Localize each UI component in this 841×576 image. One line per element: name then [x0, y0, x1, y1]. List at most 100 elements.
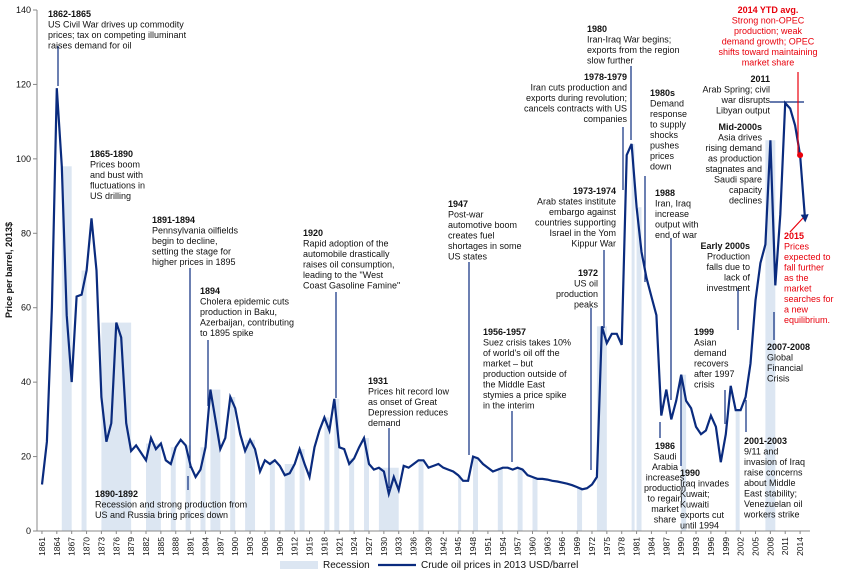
annotation-line: Recession and strong production from — [95, 500, 247, 510]
annotation-line: end of war — [655, 230, 697, 240]
annotation-line: demand — [368, 418, 401, 428]
annotation-title: 1980 — [587, 24, 607, 34]
x-tick-label: 1969 — [572, 537, 582, 556]
recession-band — [636, 207, 642, 531]
x-tick-label: 1933 — [394, 537, 404, 556]
recession-band — [170, 447, 176, 531]
recession-band — [81, 270, 87, 531]
annotation-line: US Civil War drives up commodity — [48, 20, 184, 30]
recession-band — [245, 439, 256, 531]
x-tick-label: 1921 — [334, 537, 344, 556]
annotation-line: Global — [767, 353, 793, 363]
annotation-title: 1980s — [650, 88, 675, 98]
annotation-line: production; weak — [734, 26, 803, 36]
x-tick-label: 1897 — [215, 537, 225, 556]
annotation-line: Iran, Iraq — [655, 199, 691, 209]
recession-band — [210, 389, 221, 531]
annotation-line: Coast Gasoline Famine" — [303, 281, 400, 291]
annotation-line: fluctuations in — [90, 181, 145, 191]
annotation-line: Production — [707, 252, 750, 262]
annotation-line: Iran cuts production and — [530, 83, 627, 93]
x-tick-label: 1984 — [646, 537, 656, 556]
recession-band — [596, 326, 607, 531]
annotation-line: increases — [646, 473, 685, 483]
annotation-line: rising demand — [705, 143, 762, 153]
annotation-title: 2001-2003 — [744, 436, 787, 446]
annotation-line: war disrupts — [720, 95, 770, 105]
annotation-line: share — [654, 515, 677, 525]
annotation-line: production outside of — [483, 369, 567, 379]
annotation-line: Venezuelan oil — [744, 499, 803, 509]
annotation-line: to regain — [647, 494, 682, 504]
annotation-line: production — [644, 483, 686, 493]
x-tick-label: 1924 — [349, 537, 359, 556]
annotation-line: expected to — [784, 252, 831, 262]
x-tick-label: 1957 — [513, 537, 523, 556]
annotation-title: Mid-2000s — [718, 122, 762, 132]
x-tick-label: 1912 — [290, 537, 300, 556]
recession-band — [299, 449, 305, 531]
x-tick-label: 1993 — [691, 537, 701, 556]
annotation-line: in the interim — [483, 401, 535, 411]
x-tick-label: 1915 — [305, 537, 315, 556]
x-tick-label: 1948 — [468, 537, 478, 556]
annotation-title: Early 2000s — [700, 241, 750, 251]
x-tick-label: 1927 — [364, 537, 374, 556]
recession-band — [418, 460, 424, 531]
recession-band — [681, 374, 687, 531]
annotation-line: automotive boom — [448, 220, 517, 230]
annotation-line: response — [650, 109, 687, 119]
annotation-line: until 1994 — [680, 521, 719, 531]
annotation-title: 2015 — [784, 231, 804, 241]
annotation-line: invasion of Iraq — [744, 457, 805, 467]
annotation-line: Cholera epidemic cuts — [200, 297, 290, 307]
annotation-title: 2007-2008 — [767, 342, 810, 352]
x-tick-label: 1936 — [409, 537, 419, 556]
legend-recession-swatch — [280, 561, 318, 569]
annotation-line: companies — [583, 114, 627, 124]
annotation-title: 1891-1894 — [152, 215, 195, 225]
recession-band — [473, 456, 479, 531]
annotation-line: Post-war — [448, 210, 484, 220]
x-tick-label: 1972 — [587, 537, 597, 556]
x-tick-label: 1975 — [602, 537, 612, 556]
annotation-title: 1972 — [578, 268, 598, 278]
x-tick-label: 1954 — [498, 537, 508, 556]
x-tick-label: 2005 — [750, 537, 760, 556]
recession-band — [577, 487, 583, 531]
annotation-line: down — [650, 162, 672, 172]
x-tick-label: 1990 — [676, 537, 686, 556]
annotation-line: lack of — [724, 273, 751, 283]
annotation-line: falls due to — [706, 262, 750, 272]
annotation-line: cancels contracts with US — [524, 104, 627, 114]
x-tick-label: 1861 — [37, 537, 47, 556]
annotation-line: production in Baku, — [200, 307, 277, 317]
recession-band — [378, 467, 399, 531]
annotation-title: 1865-1890 — [90, 149, 133, 159]
annotation-line: demand growth; OPEC — [722, 37, 815, 47]
annotation-line: shifts toward maintaining — [718, 47, 817, 57]
annotation-line: about Middle — [744, 478, 796, 488]
annotation-line: Asian — [694, 338, 717, 348]
annotation-line: Prices hit record low — [368, 387, 450, 397]
x-tick-label: 1864 — [52, 537, 62, 556]
y-tick-label: 0 — [26, 526, 31, 536]
annotation-line: countries supporting — [535, 218, 616, 228]
annotation-line: peaks — [574, 300, 599, 310]
annotation-line: Financial — [767, 363, 803, 373]
x-tick-label: 1879 — [126, 537, 136, 556]
annotation-line: pushes — [650, 141, 680, 151]
annotation-line: to supply — [650, 120, 687, 130]
